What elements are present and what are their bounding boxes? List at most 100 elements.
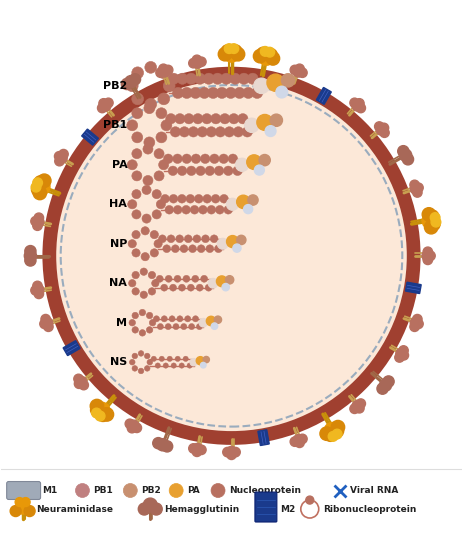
Circle shape (224, 44, 234, 53)
Circle shape (203, 356, 209, 363)
Circle shape (141, 252, 149, 261)
Circle shape (33, 178, 43, 188)
Circle shape (188, 323, 195, 329)
Circle shape (173, 205, 182, 214)
Circle shape (148, 271, 156, 279)
Circle shape (139, 309, 146, 316)
Text: HA: HA (109, 199, 127, 209)
Circle shape (426, 251, 435, 261)
Circle shape (92, 408, 101, 418)
Circle shape (169, 316, 175, 322)
Circle shape (229, 45, 242, 58)
Circle shape (132, 327, 138, 333)
Text: Neuraminidase: Neuraminidase (37, 504, 113, 514)
Circle shape (221, 73, 232, 84)
Circle shape (161, 316, 167, 322)
Bar (258, 430, 269, 446)
Circle shape (94, 402, 110, 418)
Circle shape (189, 58, 198, 68)
Circle shape (170, 126, 181, 137)
Circle shape (172, 87, 184, 98)
Circle shape (331, 420, 344, 434)
Text: PB2: PB2 (103, 81, 127, 91)
Circle shape (298, 68, 307, 78)
Circle shape (126, 80, 138, 92)
Circle shape (193, 235, 201, 243)
Circle shape (33, 281, 42, 290)
Circle shape (104, 98, 113, 108)
Circle shape (159, 160, 169, 170)
Circle shape (24, 250, 37, 262)
Circle shape (156, 200, 165, 209)
Text: PB1: PB1 (94, 486, 113, 495)
Circle shape (194, 194, 203, 203)
Circle shape (253, 50, 267, 63)
Circle shape (31, 285, 40, 295)
Circle shape (177, 166, 187, 175)
Circle shape (138, 368, 144, 374)
Circle shape (158, 67, 169, 79)
Circle shape (163, 363, 169, 368)
Text: PB2: PB2 (141, 486, 161, 495)
Circle shape (55, 156, 64, 166)
Circle shape (159, 356, 164, 361)
Text: M2: M2 (280, 504, 295, 514)
Circle shape (257, 47, 270, 60)
Circle shape (159, 65, 170, 77)
Circle shape (187, 363, 192, 368)
Circle shape (45, 69, 418, 442)
Circle shape (215, 126, 225, 137)
Bar (316, 87, 332, 104)
Circle shape (127, 424, 137, 433)
Circle shape (156, 108, 167, 119)
Circle shape (186, 73, 197, 84)
Circle shape (427, 217, 440, 230)
Circle shape (79, 381, 88, 390)
Circle shape (226, 447, 237, 458)
Circle shape (168, 166, 178, 175)
Circle shape (234, 87, 245, 98)
Circle shape (258, 50, 275, 65)
Circle shape (413, 315, 422, 324)
Circle shape (165, 323, 171, 329)
Circle shape (196, 356, 204, 365)
Circle shape (414, 183, 423, 192)
Circle shape (205, 284, 212, 291)
Circle shape (31, 182, 41, 192)
Circle shape (188, 284, 194, 291)
Text: PB1: PB1 (103, 120, 127, 130)
Circle shape (293, 434, 304, 446)
Circle shape (189, 444, 198, 453)
Circle shape (143, 498, 157, 512)
Circle shape (350, 404, 359, 414)
Circle shape (141, 227, 149, 235)
Circle shape (414, 319, 423, 328)
FancyBboxPatch shape (255, 492, 277, 522)
Circle shape (178, 194, 186, 203)
Circle shape (355, 404, 364, 413)
Circle shape (151, 356, 156, 361)
Circle shape (422, 213, 438, 229)
Circle shape (410, 317, 422, 329)
Text: M: M (116, 318, 127, 328)
Circle shape (217, 238, 228, 249)
Circle shape (236, 158, 249, 172)
Circle shape (264, 48, 277, 62)
Circle shape (210, 235, 218, 243)
Circle shape (224, 205, 232, 214)
Circle shape (233, 166, 242, 175)
Circle shape (156, 132, 167, 143)
Circle shape (423, 255, 432, 265)
Circle shape (356, 103, 365, 113)
Circle shape (174, 276, 181, 282)
Circle shape (221, 45, 234, 58)
Circle shape (214, 245, 222, 252)
Circle shape (140, 291, 148, 299)
Circle shape (206, 126, 217, 137)
Circle shape (197, 245, 205, 252)
Circle shape (147, 359, 153, 365)
Circle shape (185, 316, 191, 322)
Circle shape (399, 346, 408, 355)
Text: NS: NS (110, 357, 127, 367)
Circle shape (25, 255, 36, 266)
